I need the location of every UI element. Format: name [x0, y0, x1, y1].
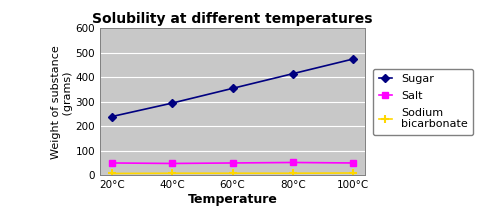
Line: Sugar: Sugar — [110, 56, 356, 119]
Line: Salt: Salt — [110, 160, 356, 166]
Legend: Sugar, Salt, Sodium
bicarbonate: Sugar, Salt, Sodium bicarbonate — [373, 69, 474, 135]
Y-axis label: Weight of substance
     (grams): Weight of substance (grams) — [51, 45, 72, 159]
Sodium
bicarbonate — [350, 172, 356, 174]
Sodium
bicarbonate — [109, 172, 115, 175]
Sugar — [290, 72, 296, 75]
Sodium
bicarbonate — [290, 172, 296, 175]
Salt — [230, 162, 235, 164]
Sugar — [170, 102, 175, 104]
Salt — [109, 162, 115, 164]
Salt — [170, 162, 175, 165]
Sugar — [350, 58, 356, 60]
X-axis label: Temperature: Temperature — [188, 193, 278, 206]
Line: Sodium
bicarbonate: Sodium bicarbonate — [108, 169, 357, 178]
Sugar — [109, 115, 115, 118]
Salt — [350, 162, 356, 164]
Sugar — [230, 87, 235, 90]
Sodium
bicarbonate — [170, 172, 175, 175]
Salt — [290, 161, 296, 164]
Sodium
bicarbonate — [230, 172, 235, 175]
Title: Solubility at different temperatures: Solubility at different temperatures — [92, 12, 373, 26]
